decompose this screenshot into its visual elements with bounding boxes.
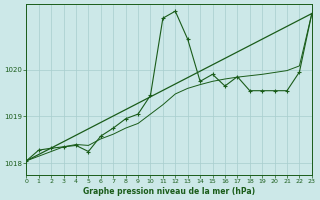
X-axis label: Graphe pression niveau de la mer (hPa): Graphe pression niveau de la mer (hPa)	[83, 187, 255, 196]
